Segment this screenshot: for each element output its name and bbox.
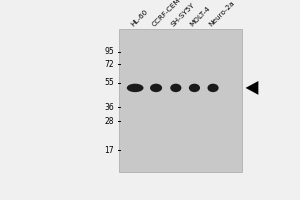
Text: 95: 95	[104, 47, 114, 56]
Text: Neuro-2a: Neuro-2a	[208, 0, 236, 28]
Ellipse shape	[170, 84, 182, 92]
Polygon shape	[246, 81, 258, 95]
Text: 17: 17	[105, 146, 114, 155]
Text: 55: 55	[104, 78, 114, 87]
Ellipse shape	[189, 84, 200, 92]
Text: CCRF-CEM: CCRF-CEM	[151, 0, 182, 28]
Text: SH-SY5Y: SH-SY5Y	[170, 2, 196, 28]
Ellipse shape	[208, 84, 219, 92]
Ellipse shape	[150, 84, 162, 92]
Text: 28: 28	[105, 117, 114, 126]
Text: HL-60: HL-60	[130, 9, 149, 28]
Bar	[119, 29, 242, 172]
Ellipse shape	[127, 84, 143, 92]
Text: 72: 72	[105, 60, 114, 69]
Text: 36: 36	[104, 103, 114, 112]
Text: MOLT-4: MOLT-4	[189, 5, 212, 28]
